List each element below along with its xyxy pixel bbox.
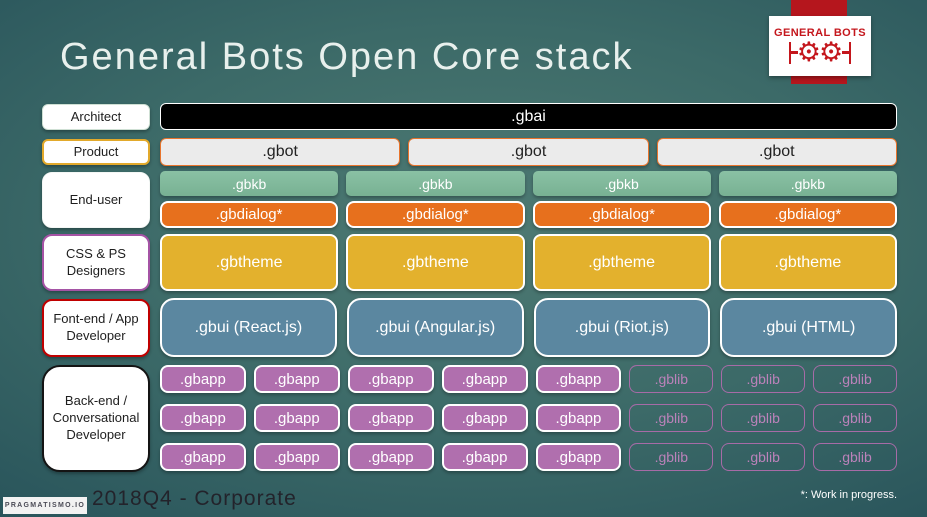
node-gblib: .gblib (813, 443, 897, 471)
node-gbdialog: .gbdialog* (160, 201, 339, 228)
row-gbtheme: .gbtheme .gbtheme .gbtheme .gbtheme (160, 234, 897, 291)
node-gbtheme: .gbtheme (532, 234, 711, 291)
node-gbkb: .gbkb (532, 171, 711, 196)
node-gbui-riot: .gbui (Riot.js) (533, 298, 711, 357)
node-gbapp: .gbapp (253, 404, 340, 432)
node-gbtheme: .gbtheme (160, 234, 339, 291)
node-gbot: .gbot (160, 138, 401, 166)
row-backend-2: .gbapp .gbapp .gbapp .gbapp .gbapp .gbli… (160, 404, 897, 432)
node-gbtheme: .gbtheme (718, 234, 897, 291)
node-gbapp: .gbapp (535, 443, 622, 471)
node-gbui-html: .gbui (HTML) (720, 298, 897, 357)
node-gbapp: .gbapp (535, 404, 622, 432)
gears-icon: ⚙ ⚙ (788, 36, 852, 68)
node-gbapp: .gbapp (441, 443, 528, 471)
node-gblib: .gblib (721, 404, 806, 432)
layer-label-designers: CSS & PS Designers (42, 234, 150, 291)
layer-label-backend-developer: Back-end / Conversational Developer (42, 365, 150, 472)
node-gbapp: .gbapp (160, 443, 246, 471)
gear-axle-bar (790, 51, 798, 54)
node-gblib: .gblib (813, 404, 897, 432)
node-gbapp: .gbapp (347, 365, 434, 393)
node-gbapp: .gbapp (253, 365, 340, 393)
row-gbui: .gbui (React.js) .gbui (Angular.js) .gbu… (160, 298, 897, 357)
node-gbui-react: .gbui (React.js) (160, 298, 337, 357)
gear-end-bar (788, 41, 791, 64)
row-backend-1: .gbapp .gbapp .gbapp .gbapp .gbapp .gbli… (160, 365, 897, 393)
gear-icon: ⚙ (796, 36, 821, 68)
node-gbapp: .gbapp (535, 365, 622, 393)
row-gbkb: .gbkb .gbkb .gbkb .gbkb (160, 171, 897, 196)
brand-name: GENERAL BOTS (774, 26, 866, 39)
node-gbapp: .gbapp (347, 443, 434, 471)
page-title: General Bots Open Core stack (60, 36, 634, 78)
node-gblib: .gblib (629, 404, 714, 432)
layer-label-architect: Architect (42, 104, 150, 130)
node-gbui-angular: .gbui (Angular.js) (346, 298, 524, 357)
node-gbtheme: .gbtheme (346, 234, 525, 291)
gear-end-bar (849, 41, 852, 64)
node-gbapp: .gbapp (441, 365, 528, 393)
row-backend-3: .gbapp .gbapp .gbapp .gbapp .gbapp .gbli… (160, 443, 897, 471)
node-gbdialog: .gbdialog* (346, 201, 525, 228)
gear-icon: ⚙ (819, 36, 844, 68)
node-gblib: .gblib (629, 365, 714, 393)
node-gbapp: .gbapp (347, 404, 434, 432)
layer-label-frontend-developer: Font-end / App Developer (42, 299, 150, 357)
node-gbkb: .gbkb (160, 171, 339, 196)
node-gbapp: .gbapp (160, 365, 246, 393)
row-gbdialog: .gbdialog* .gbdialog* .gbdialog* .gbdial… (160, 201, 897, 228)
gear-axle-bar (842, 51, 850, 54)
node-gbapp: .gbapp (160, 404, 246, 432)
node-gbai: .gbai (160, 103, 897, 130)
row-gbot: .gbot .gbot .gbot (160, 138, 897, 166)
node-gblib: .gblib (721, 365, 806, 393)
node-gbot: .gbot (656, 138, 897, 166)
footer-caption: 2018Q4 - Corporate (92, 487, 297, 510)
node-gblib: .gblib (721, 443, 806, 471)
node-gbdialog: .gbdialog* (718, 201, 897, 228)
node-gbkb: .gbkb (346, 171, 525, 196)
layer-label-product: Product (42, 139, 150, 165)
node-gbot: .gbot (408, 138, 649, 166)
node-gbapp: .gbapp (253, 443, 340, 471)
node-gbdialog: .gbdialog* (532, 201, 711, 228)
work-in-progress-note: *: Work in progress. (800, 489, 897, 501)
node-gblib: .gblib (629, 443, 714, 471)
pragmatismo-logo: PRAGMATISMO.IO (3, 497, 87, 514)
layer-label-end-user: End-user (42, 172, 150, 228)
node-gbkb: .gbkb (718, 171, 897, 196)
node-gbapp: .gbapp (441, 404, 528, 432)
node-gblib: .gblib (813, 365, 897, 393)
brand-logo: GENERAL BOTS ⚙ ⚙ (769, 16, 871, 76)
